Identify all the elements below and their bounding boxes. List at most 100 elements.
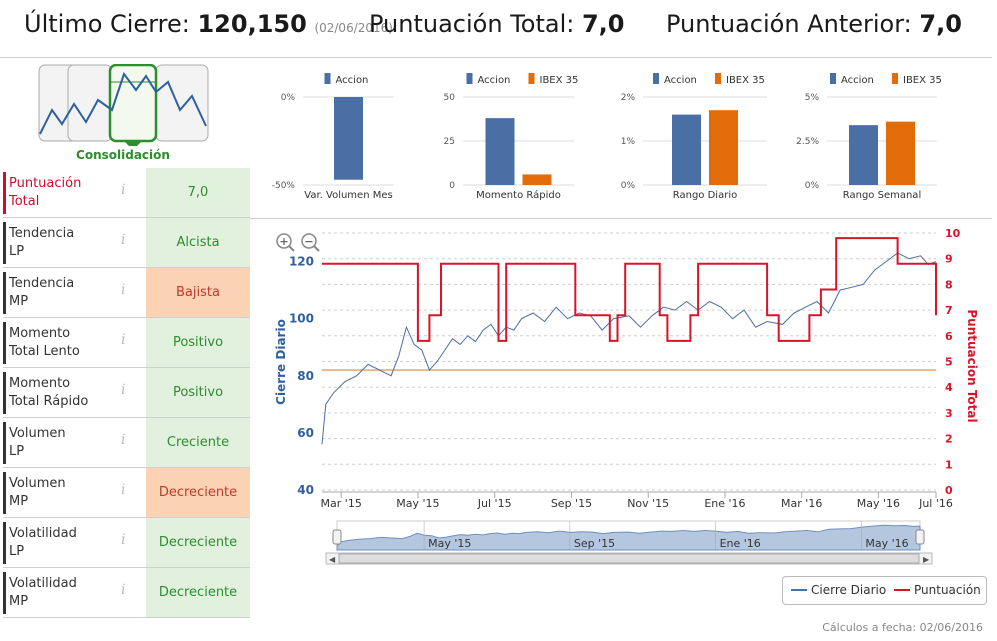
legend-label-3: Accion	[841, 75, 874, 86]
navigator-label: May '16	[865, 537, 908, 550]
bar-0-Accion	[334, 97, 363, 180]
indicator-label: Puntuación Total	[9, 175, 127, 211]
navigator-scroll-thumb[interactable]	[338, 553, 920, 564]
left-axis-title: Cierre Diario	[274, 319, 288, 405]
legend-swatch-0	[324, 73, 331, 84]
right-axis-tick: 5	[945, 356, 953, 369]
indicator-label: Momento Total Lento	[9, 325, 127, 361]
x-tick-label: Mar '16	[781, 497, 822, 510]
row-marker	[3, 222, 6, 264]
chart-legend-svg: Cierre Diario Puntuación	[791, 583, 981, 597]
row-marker	[3, 572, 6, 614]
info-icon[interactable]: i	[121, 232, 126, 248]
info-icon[interactable]: i	[121, 182, 126, 198]
zoom-out-icon[interactable]	[301, 233, 317, 249]
right-axis-title: Puntuacion Total	[965, 309, 979, 422]
legend-label-2: IBEX 35	[726, 75, 765, 86]
navigator-label: Sep '15	[574, 537, 615, 550]
left-axis-tick: 40	[297, 483, 314, 497]
zoom-in-icon[interactable]	[276, 233, 292, 249]
series-line-score	[322, 237, 937, 342]
info-icon[interactable]: i	[121, 432, 126, 448]
total-score-label: Puntuación Total:	[369, 10, 575, 38]
indicator-value: Alcista	[146, 218, 250, 267]
indicator-row: Puntuación Total i 7,0	[3, 168, 250, 218]
navigator-scrollbar[interactable]	[325, 552, 933, 565]
bar-charts-divider	[250, 218, 992, 219]
row-marker	[3, 172, 6, 214]
indicator-label: Volumen MP	[9, 475, 127, 511]
series-line-close	[321, 252, 937, 445]
legend-score-label: Puntuación	[914, 583, 981, 597]
bar-tick-label-3: 0%	[805, 181, 820, 191]
chart-legend[interactable]: Cierre Diario Puntuación	[782, 576, 987, 605]
legend-label-0: Accion	[336, 75, 369, 86]
info-icon[interactable]: i	[121, 582, 126, 598]
right-axis-tick: 7	[945, 304, 953, 317]
indicator-label-line2: Total Lento	[9, 344, 80, 359]
bar-1-Accion	[485, 118, 515, 185]
indicator-label-line2: LP	[9, 444, 25, 459]
legend-swatch-3	[830, 73, 836, 84]
right-axis-tick: 1	[945, 458, 953, 471]
legend-label-2: Accion	[664, 75, 697, 86]
pattern-card-selected	[108, 64, 158, 143]
header-divider	[0, 57, 992, 58]
indicator-label-line1: Puntuación	[9, 176, 82, 191]
left-axis-tick: 80	[297, 369, 314, 383]
x-tick-label: Nov '15	[627, 497, 669, 510]
zoom-out-icon-handle	[313, 245, 320, 252]
right-axis-tick: 0	[945, 484, 953, 497]
info-icon[interactable]: i	[121, 482, 126, 498]
bar-2-Accion	[672, 114, 701, 185]
indicator-label-line2: Total Rápido	[9, 394, 89, 409]
indicator-row: Tendencia MP i Bajista	[3, 268, 250, 318]
zoom-out-icon-glyph: −	[304, 235, 313, 248]
pattern-card-2	[67, 64, 113, 142]
x-tick-label: Jul '16	[918, 497, 953, 510]
right-axis-tick: 3	[945, 407, 953, 420]
bar-tick-label-1: 50	[444, 93, 456, 103]
row-marker	[3, 372, 6, 414]
x-tick-label: May '16	[857, 497, 900, 510]
bar-tick-label-2: 1%	[621, 137, 636, 147]
total-score: Puntuación Total: 7,0	[369, 10, 624, 38]
indicator-label: Volumen LP	[9, 425, 127, 461]
legend-label-3: IBEX 35	[903, 75, 942, 86]
indicator-value: Positivo	[146, 318, 250, 367]
indicator-value: Decreciente	[146, 468, 250, 517]
zoom-in-icon-glyph: +	[279, 235, 288, 248]
bar-tick-label-2: 0%	[621, 181, 636, 191]
info-icon[interactable]: i	[121, 332, 126, 348]
indicator-label-line1: Volatilidad	[9, 576, 77, 591]
navigator-area	[336, 520, 921, 551]
legend-label-1: IBEX 35	[540, 75, 579, 86]
indicator-label-line1: Tendencia	[9, 226, 75, 241]
indicator-row: Momento Total Lento i Positivo	[3, 318, 250, 368]
indicator-value: 7,0	[146, 168, 250, 217]
bar-2-IBEX 35	[709, 110, 738, 185]
indicator-label-line2: LP	[9, 244, 25, 259]
info-icon[interactable]: i	[121, 532, 126, 548]
right-axis-tick: 4	[945, 381, 953, 394]
last-close-date: (02/06/2016)	[314, 21, 393, 35]
bar-tick-label-3: 2.5%	[796, 137, 819, 147]
indicator-row: Tendencia LP i Alcista	[3, 218, 250, 268]
pattern-icon	[38, 64, 209, 146]
navigator-handle-left[interactable]	[332, 529, 342, 545]
navigator-handle-right[interactable]	[915, 529, 925, 545]
bar-tick-label-1: 0	[449, 181, 455, 191]
info-icon[interactable]: i	[121, 382, 126, 398]
bar-tick-label-0: 0%	[281, 93, 296, 103]
zoom-in-icon-handle	[288, 245, 295, 252]
bar-tick-label-2: 2%	[621, 93, 636, 103]
bar-chart-title-3: Rango Semanal	[843, 190, 921, 201]
legend-swatch-1	[528, 73, 535, 84]
indicator-label-line1: Volatilidad	[9, 526, 77, 541]
x-tick-label: May '15	[396, 497, 439, 510]
info-icon[interactable]: i	[121, 282, 126, 298]
indicator-label-line1: Volumen	[9, 426, 66, 441]
left-axis-tick: 120	[289, 255, 314, 269]
row-marker	[3, 422, 6, 464]
bar-3-Accion	[849, 125, 878, 185]
